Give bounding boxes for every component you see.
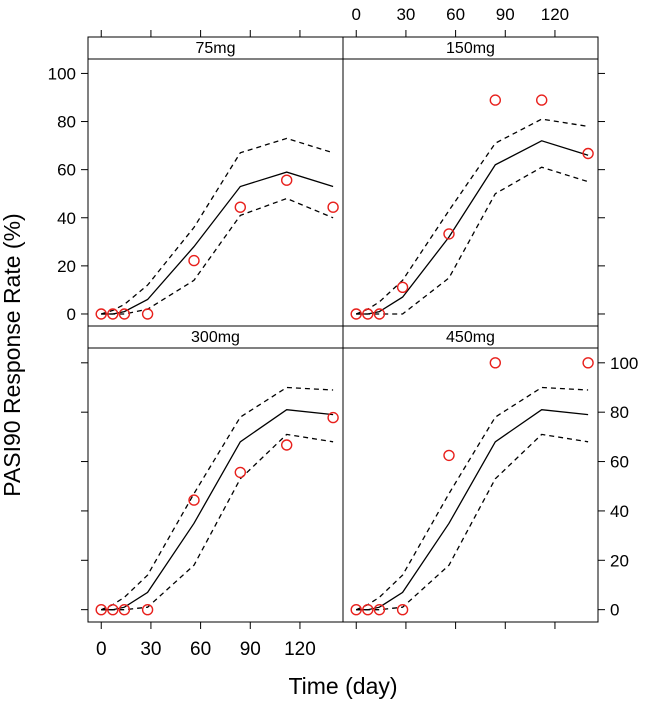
observed-point	[327, 411, 339, 424]
y-tick-label: 20	[610, 551, 629, 570]
observed-point	[443, 228, 455, 240]
panel-frame	[87, 58, 344, 327]
observed-point	[188, 254, 200, 267]
observed-point	[582, 357, 594, 369]
y-tick-label: 100	[48, 64, 76, 83]
x-tick-label: 90	[496, 5, 515, 24]
axes: 0 30 60 90 120 0 30 60 90 120 0 20 40 60 80 100 0 20 40 60 8…	[48, 5, 639, 660]
strip-label: 450mg	[446, 329, 495, 346]
x-tick-label: 30	[140, 639, 161, 660]
observed-point	[281, 174, 293, 186]
observed-point	[373, 604, 386, 616]
observed-point	[536, 94, 548, 106]
observed-point	[188, 494, 200, 506]
observed-point	[396, 604, 409, 616]
observed-point	[95, 604, 107, 616]
strip-label: 75mg	[195, 40, 235, 57]
observed-point	[489, 94, 501, 106]
x-tick-label: 0	[352, 5, 361, 24]
y-tick-label: 60	[610, 453, 629, 472]
lower-bound-line	[356, 433, 589, 611]
observed-point	[350, 308, 362, 320]
x-tick-label: 0	[96, 639, 107, 660]
observed-point	[373, 308, 386, 320]
observed-point	[234, 466, 247, 479]
panel-150mg: 150mg	[342, 36, 599, 327]
observed-point	[489, 357, 501, 369]
upper-bound-line	[100, 386, 334, 611]
observed-point	[362, 308, 374, 320]
panel-frame	[342, 347, 599, 623]
y-tick-label: 20	[57, 257, 76, 276]
x-tick-label: 90	[240, 639, 261, 660]
y-tick-label: 0	[610, 601, 619, 620]
median-line	[101, 409, 334, 611]
observed-point	[118, 308, 131, 320]
observed-point	[107, 604, 119, 616]
y-tick-label: 0	[67, 305, 76, 324]
upper-bound-line	[355, 386, 589, 611]
strip-label: 300mg	[191, 329, 240, 346]
median-line	[356, 409, 589, 611]
observed-point	[141, 308, 154, 320]
y-tick-label: 60	[57, 161, 76, 180]
median-line	[356, 140, 589, 315]
observed-point	[443, 449, 455, 462]
panel-450mg: 450mg	[342, 325, 599, 623]
x-tick-label: 60	[190, 639, 211, 660]
observed-point	[396, 281, 409, 293]
observed-point	[582, 147, 594, 160]
panel-300mg: 300mg	[87, 325, 344, 623]
y-tick-label: 40	[610, 502, 629, 521]
y-axis-label: PASI90 Response Rate (%)	[0, 213, 25, 496]
x-tick-label: 120	[541, 5, 569, 24]
observed-point	[107, 308, 119, 320]
strip-label: 150mg	[446, 40, 495, 57]
x-tick-label: 60	[446, 5, 465, 24]
y-tick-label: 80	[57, 113, 76, 132]
y-tick-label: 40	[57, 209, 76, 228]
observed-point	[350, 604, 362, 616]
observed-point	[141, 604, 154, 616]
x-tick-label: 120	[284, 639, 316, 660]
observed-point	[327, 201, 339, 213]
median-line	[101, 171, 334, 315]
x-tick-label: 30	[396, 5, 415, 24]
observed-point	[362, 604, 374, 616]
lower-bound-line	[356, 166, 589, 315]
observed-point	[234, 201, 247, 213]
panel-frame	[342, 58, 599, 327]
observed-point	[95, 308, 107, 320]
panels: 75mg 150mg 300mg 450mg	[87, 36, 599, 623]
upper-bound-line	[101, 137, 334, 315]
y-tick-label: 100	[610, 354, 638, 373]
observed-point	[118, 604, 131, 616]
upper-bound-line	[355, 118, 589, 315]
y-tick-label: 80	[610, 403, 629, 422]
x-axis-label: Time (day)	[288, 673, 397, 699]
lower-bound-line	[101, 433, 334, 611]
panel-75mg: 75mg	[87, 36, 344, 327]
observed-point	[281, 439, 293, 451]
